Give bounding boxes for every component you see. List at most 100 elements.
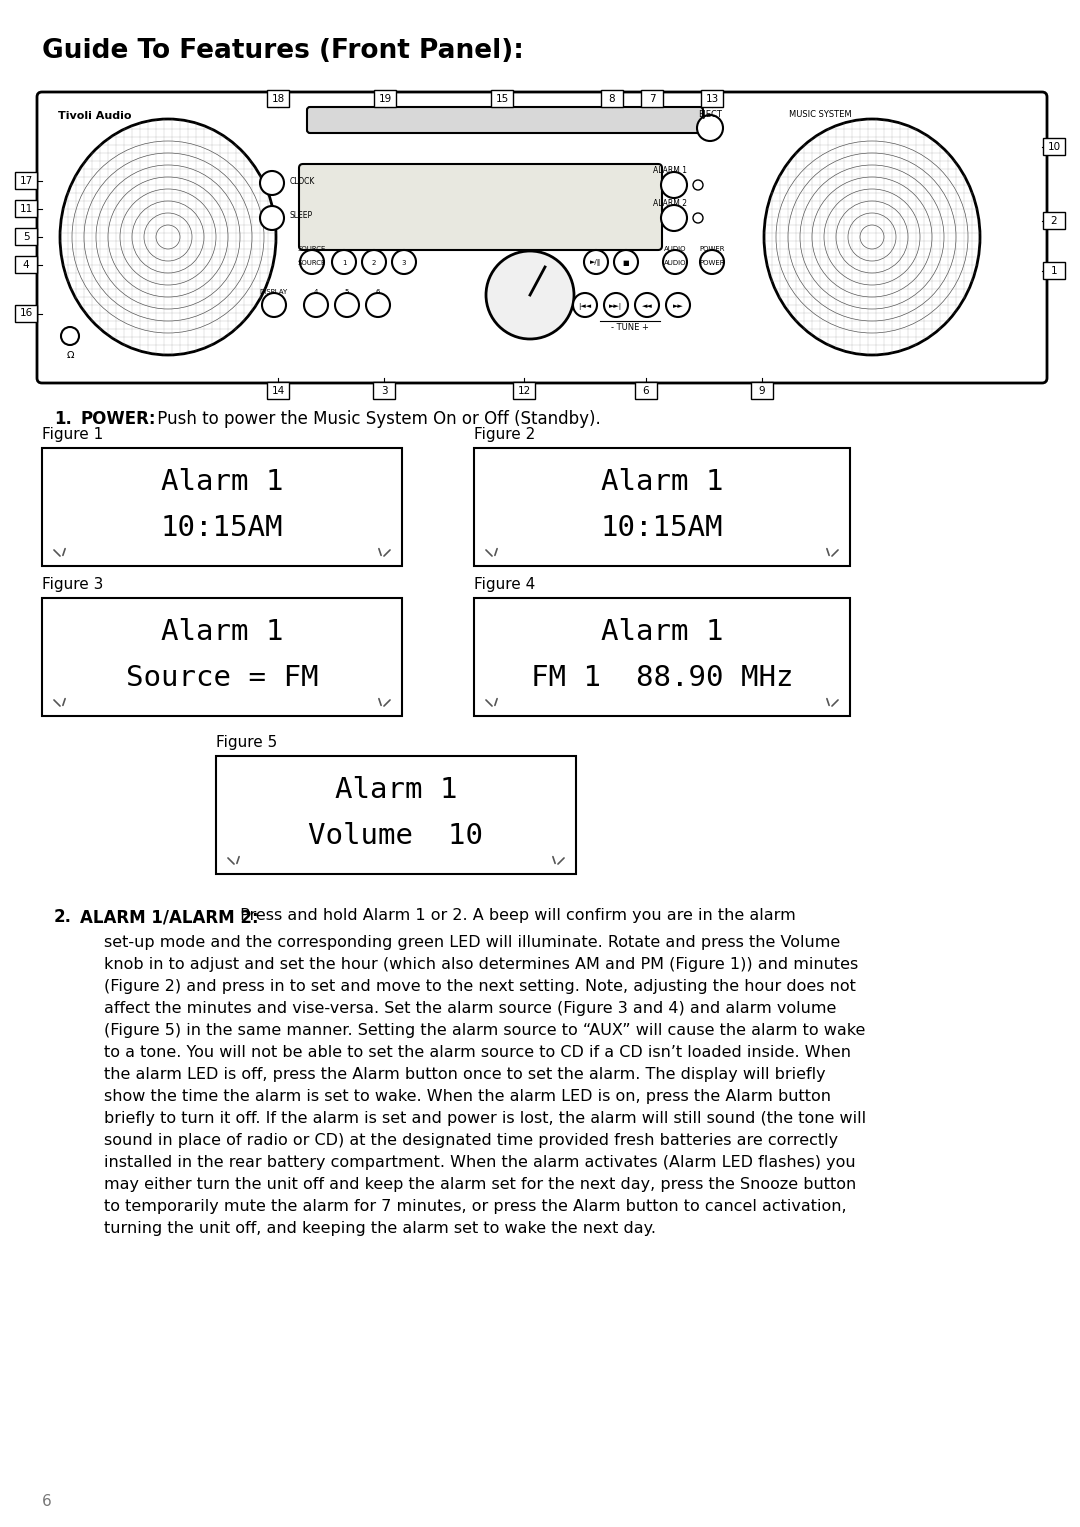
Circle shape bbox=[584, 250, 608, 273]
Text: (Figure 2) and press in to set and move to the next setting. Note, adjusting the: (Figure 2) and press in to set and move … bbox=[104, 979, 855, 994]
Bar bbox=[701, 90, 723, 107]
Text: (Figure 5) in the same manner. Setting the alarm source to “AUX” will cause the : (Figure 5) in the same manner. Setting t… bbox=[104, 1023, 865, 1038]
Bar bbox=[15, 173, 37, 189]
Text: 1: 1 bbox=[1051, 266, 1057, 275]
Ellipse shape bbox=[60, 119, 276, 354]
Text: set-up mode and the corresponding green LED will illuminate. Rotate and press th: set-up mode and the corresponding green … bbox=[104, 935, 840, 950]
Circle shape bbox=[332, 250, 356, 273]
Text: ■: ■ bbox=[623, 260, 630, 266]
Circle shape bbox=[60, 327, 79, 345]
Text: Figure 3: Figure 3 bbox=[42, 577, 104, 592]
Text: ►►: ►► bbox=[673, 302, 684, 308]
Circle shape bbox=[666, 293, 690, 318]
Circle shape bbox=[300, 250, 324, 273]
Text: Figure 2: Figure 2 bbox=[474, 428, 536, 441]
Circle shape bbox=[362, 250, 386, 273]
Bar bbox=[600, 90, 623, 107]
Text: CLOCK: CLOCK bbox=[291, 177, 315, 185]
Bar bbox=[15, 305, 37, 322]
Text: 3: 3 bbox=[380, 385, 388, 395]
Text: Alarm 1: Alarm 1 bbox=[600, 618, 724, 646]
Bar bbox=[751, 382, 773, 399]
Text: 16: 16 bbox=[19, 308, 32, 319]
Bar bbox=[15, 257, 37, 273]
Circle shape bbox=[661, 173, 687, 199]
Text: POWER: POWER bbox=[699, 260, 725, 266]
Bar bbox=[267, 382, 289, 399]
Text: installed in the rear battery compartment. When the alarm activates (Alarm LED f: installed in the rear battery compartmen… bbox=[104, 1154, 855, 1170]
Bar bbox=[374, 90, 396, 107]
Circle shape bbox=[262, 293, 286, 318]
Text: Alarm 1: Alarm 1 bbox=[600, 467, 724, 496]
Text: AUDIO: AUDIO bbox=[664, 260, 686, 266]
Text: ►/‖: ►/‖ bbox=[591, 260, 602, 267]
Text: POWER: POWER bbox=[699, 246, 725, 252]
Text: 7: 7 bbox=[649, 93, 656, 104]
Text: SOURCE: SOURCE bbox=[298, 246, 326, 252]
Text: Volume  10: Volume 10 bbox=[309, 822, 484, 851]
Text: ALARM 1/ALARM 2:: ALARM 1/ALARM 2: bbox=[80, 909, 258, 925]
Text: 4: 4 bbox=[314, 289, 319, 295]
Bar bbox=[373, 382, 395, 399]
Text: 10:15AM: 10:15AM bbox=[600, 515, 724, 542]
Text: Figure 4: Figure 4 bbox=[474, 577, 536, 592]
Text: 5: 5 bbox=[345, 289, 349, 295]
Bar bbox=[267, 90, 289, 107]
Text: 15: 15 bbox=[496, 93, 509, 104]
Circle shape bbox=[693, 180, 703, 189]
Text: 6: 6 bbox=[42, 1493, 52, 1509]
Text: to a tone. You will not be able to set the alarm source to CD if a CD isn’t load: to a tone. You will not be able to set t… bbox=[104, 1044, 851, 1060]
Text: SLEEP: SLEEP bbox=[291, 212, 313, 220]
Text: 10:15AM: 10:15AM bbox=[161, 515, 283, 542]
Text: Figure 5: Figure 5 bbox=[216, 734, 278, 750]
Text: 1.: 1. bbox=[54, 411, 72, 428]
Text: may either turn the unit off and keep the alarm set for the next day, press the : may either turn the unit off and keep th… bbox=[104, 1177, 856, 1193]
Bar bbox=[15, 228, 37, 244]
Text: 1: 1 bbox=[341, 260, 347, 266]
Text: the alarm LED is off, press the Alarm button once to set the alarm. The display : the alarm LED is off, press the Alarm bu… bbox=[104, 1067, 825, 1083]
Text: - TUNE +: - TUNE + bbox=[611, 322, 649, 331]
Text: 11: 11 bbox=[19, 203, 32, 214]
Text: Alarm 1: Alarm 1 bbox=[335, 776, 457, 805]
Text: FM 1  88.90 MHz: FM 1 88.90 MHz bbox=[530, 664, 793, 692]
Text: Press and hold Alarm 1 or 2. A beep will confirm you are in the alarm: Press and hold Alarm 1 or 2. A beep will… bbox=[235, 909, 796, 922]
Text: 5: 5 bbox=[23, 232, 29, 241]
Text: Figure 1: Figure 1 bbox=[42, 428, 104, 441]
Text: 12: 12 bbox=[517, 385, 530, 395]
Text: DISPLAY: DISPLAY bbox=[260, 289, 288, 295]
Text: briefly to turn it off. If the alarm is set and power is lost, the alarm will st: briefly to turn it off. If the alarm is … bbox=[104, 1112, 866, 1125]
Text: to temporarily mute the alarm for 7 minutes, or press the Alarm button to cancel: to temporarily mute the alarm for 7 minu… bbox=[104, 1199, 847, 1214]
Text: Alarm 1: Alarm 1 bbox=[161, 467, 283, 496]
Text: 2.: 2. bbox=[54, 909, 72, 925]
Text: 2: 2 bbox=[372, 260, 376, 266]
Text: Guide To Features (Front Panel):: Guide To Features (Front Panel): bbox=[42, 38, 524, 64]
Bar bbox=[15, 200, 37, 217]
Bar bbox=[216, 756, 576, 873]
Text: EJECT: EJECT bbox=[698, 110, 721, 119]
FancyBboxPatch shape bbox=[37, 92, 1047, 383]
Circle shape bbox=[392, 250, 416, 273]
Text: Push to power the Music System On or Off (Standby).: Push to power the Music System On or Off… bbox=[152, 411, 600, 428]
Bar bbox=[513, 382, 535, 399]
Circle shape bbox=[661, 205, 687, 231]
Text: 19: 19 bbox=[378, 93, 392, 104]
Circle shape bbox=[615, 250, 638, 273]
Text: ►►|: ►►| bbox=[609, 302, 622, 310]
Bar bbox=[474, 599, 850, 716]
Bar bbox=[1043, 263, 1065, 279]
Circle shape bbox=[700, 250, 724, 273]
Text: MUSIC SYSTEM: MUSIC SYSTEM bbox=[788, 110, 851, 119]
Text: 8: 8 bbox=[609, 93, 616, 104]
Bar bbox=[474, 447, 850, 567]
Ellipse shape bbox=[764, 119, 980, 354]
Text: 3: 3 bbox=[402, 260, 406, 266]
Text: knob in to adjust and set the hour (which also determines AM and PM (Figure 1)) : knob in to adjust and set the hour (whic… bbox=[104, 957, 859, 973]
Text: Alarm 1: Alarm 1 bbox=[161, 618, 283, 646]
Text: 17: 17 bbox=[19, 176, 32, 185]
Text: Tivoli Audio: Tivoli Audio bbox=[58, 111, 132, 121]
Text: 10: 10 bbox=[1048, 142, 1061, 151]
Text: AUDIO: AUDIO bbox=[664, 246, 686, 252]
Circle shape bbox=[303, 293, 328, 318]
Text: ALARM 1: ALARM 1 bbox=[653, 166, 687, 176]
Text: 2: 2 bbox=[1051, 215, 1057, 226]
